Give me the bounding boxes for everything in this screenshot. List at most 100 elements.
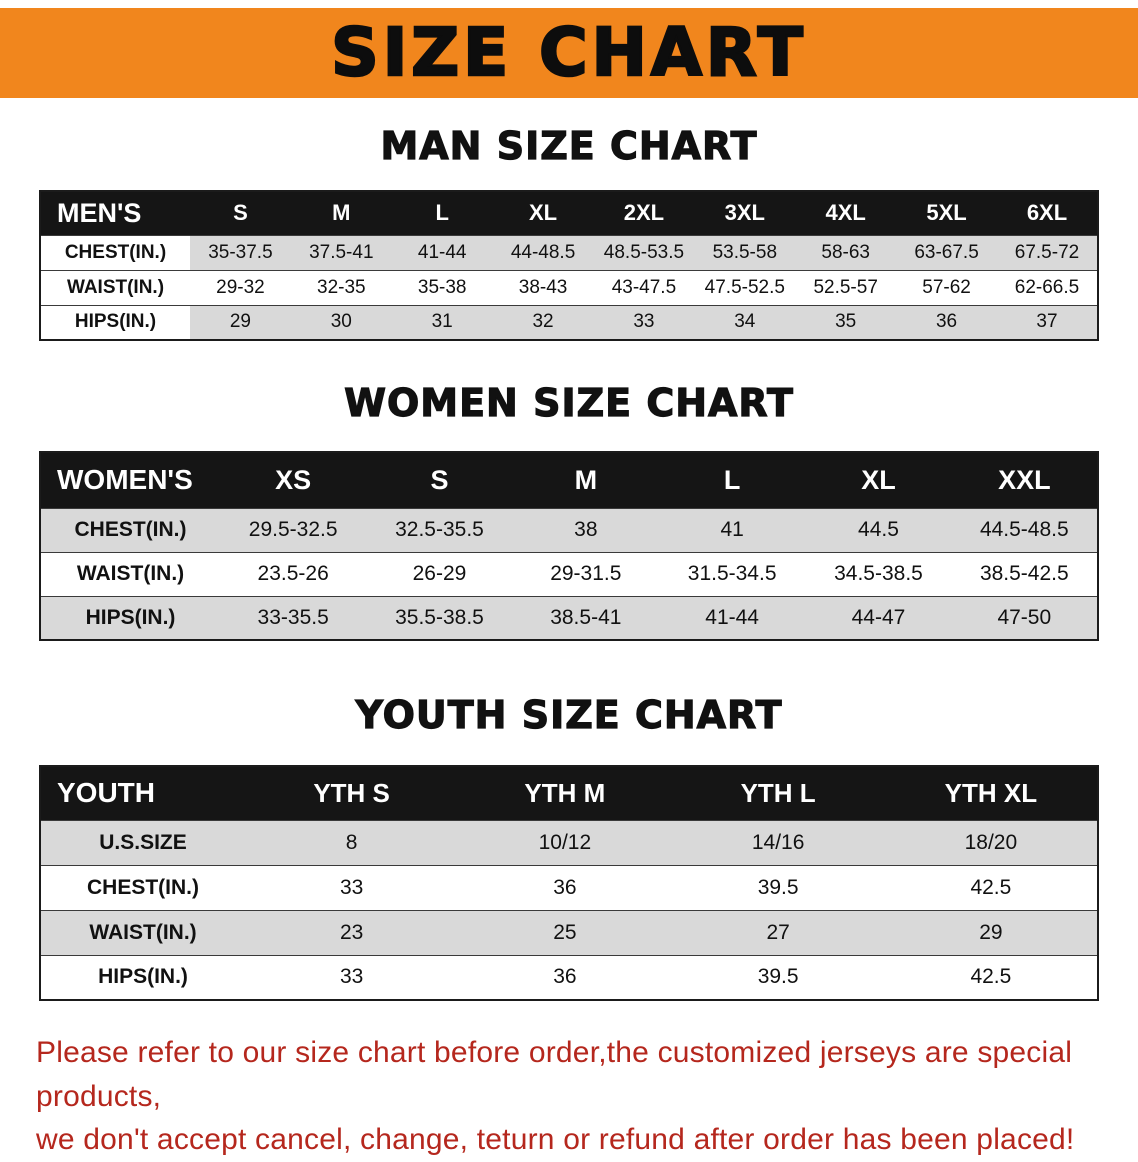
size-header-cell: 4XL [795,190,897,236]
note-line-2: we don't accept cancel, change, teturn o… [36,1123,1075,1156]
size-value-cell: 33 [593,304,695,341]
section-women: WOMEN SIZE CHART WOMEN'S XS S M L XL XXL CHEST(… [0,380,1138,641]
size-header-cell: YTH L [671,765,885,821]
table-title-cell: YOUTH [40,765,245,821]
size-value-cell: 26-29 [366,551,513,597]
row-label-cell: WAIST(IN.) [40,551,220,597]
size-value-cell: 44.5-48.5 [951,507,1098,553]
size-value-cell: 35.5-38.5 [366,595,513,641]
size-value-cell: 44.5 [805,507,952,553]
size-value-cell: 41 [658,507,806,553]
table-row: HIPS(IN.) 29 30 31 32 33 34 35 36 37 [40,304,1098,341]
size-header-cell: YTH M [458,765,672,821]
size-value-cell: 42.5 [884,864,1098,911]
row-label-cell: U.S.SIZE [40,819,245,866]
table-title-cell: WOMEN'S [40,451,220,509]
table-row: WAIST(IN.) 29-32 32-35 35-38 38-43 43-47.5 47.… [40,269,1098,306]
size-value-cell: 43-47.5 [593,269,695,306]
size-value-cell: 33-35.5 [220,595,367,641]
size-value-cell: 14/16 [671,819,885,866]
size-value-cell: 44-47 [805,595,952,641]
section-men: MAN SIZE CHART MEN'S S M L XL 2XL 3XL 4XL 5XL 6XL… [0,123,1138,341]
size-value-cell: 33 [245,864,459,911]
size-header-cell: XL [492,190,594,236]
table-row: HIPS(IN.) 33-35.5 35.5-38.5 38.5-41 41-44 44-… [40,595,1098,641]
size-header-cell: S [190,190,291,236]
size-value-cell: 29-31.5 [512,551,659,597]
size-value-cell: 29-32 [190,269,291,306]
size-value-cell: 31 [391,304,493,341]
size-value-cell: 32 [492,304,594,341]
men-size-table: MEN'S S M L XL 2XL 3XL 4XL 5XL 6XL CHEST(IN.) 35-37… [39,190,1099,341]
row-label-cell: HIPS(IN.) [40,595,220,641]
size-header-cell: XS [220,451,367,509]
table-title-cell: MEN'S [40,190,190,236]
men-section-heading: MAN SIZE CHART [380,123,758,168]
size-header-cell: YTH S [245,765,459,821]
size-header-cell: L [658,451,806,509]
size-header-cell: XL [805,451,952,509]
size-value-cell: 63-67.5 [896,234,997,271]
size-value-cell: 34 [694,304,796,341]
size-value-cell: 38 [512,507,659,553]
table-row: CHEST(IN.) 35-37.5 37.5-41 41-44 44-48.5 48.5… [40,234,1098,271]
size-header-cell: L [391,190,493,236]
size-value-cell: 37 [997,304,1098,341]
size-value-cell: 41-44 [658,595,806,641]
size-value-cell: 31.5-34.5 [658,551,806,597]
size-value-cell: 29 [884,909,1098,956]
size-value-cell: 30 [290,304,392,341]
size-value-cell: 32.5-35.5 [366,507,513,553]
size-value-cell: 47.5-52.5 [694,269,796,306]
banner-title: SIZE CHART [330,14,807,91]
youth-section-heading: YOUTH SIZE CHART [355,692,783,737]
size-header-cell: YTH XL [884,765,1098,821]
table-row: WAIST(IN.) 23 25 27 29 [40,909,1098,956]
women-section-heading: WOMEN SIZE CHART [343,380,794,425]
size-value-cell: 47-50 [951,595,1098,641]
size-header-cell: XXL [951,451,1098,509]
size-value-cell: 37.5-41 [290,234,392,271]
size-value-cell: 10/12 [458,819,672,866]
size-value-cell: 53.5-58 [694,234,796,271]
section-youth: YOUTH SIZE CHART YOUTH YTH S YTH M YTH L YTH… [0,692,1138,1001]
size-value-cell: 36 [458,954,672,1001]
header-row: YOUTH YTH S YTH M YTH L YTH XL [40,765,1098,821]
size-value-cell: 48.5-53.5 [593,234,695,271]
size-value-cell: 23.5-26 [220,551,367,597]
size-value-cell: 62-66.5 [997,269,1098,306]
size-value-cell: 35-38 [391,269,493,306]
row-label-cell: CHEST(IN.) [40,234,190,271]
row-label-cell: HIPS(IN.) [40,304,190,341]
size-value-cell: 36 [896,304,997,341]
women-size-table: WOMEN'S XS S M L XL XXL CHEST(IN.) 29.5-32.5 32.5… [39,451,1099,641]
size-value-cell: 29 [190,304,291,341]
youth-size-table: YOUTH YTH S YTH M YTH L YTH XL U.S.SIZE 8 10/12… [39,765,1099,1001]
size-value-cell: 35 [795,304,897,341]
size-value-cell: 39.5 [671,954,885,1001]
table-row: HIPS(IN.) 33 36 39.5 42.5 [40,954,1098,1001]
size-header-cell: 3XL [694,190,796,236]
order-policy-note: Please refer to our size chart before or… [36,1031,1116,1162]
size-value-cell: 25 [458,909,672,956]
size-value-cell: 39.5 [671,864,885,911]
size-value-cell: 36 [458,864,672,911]
row-label-cell: WAIST(IN.) [40,269,190,306]
size-header-cell: M [512,451,659,509]
size-header-cell: S [366,451,513,509]
row-label-cell: HIPS(IN.) [40,954,245,1001]
size-value-cell: 38.5-41 [512,595,659,641]
size-header-cell: 2XL [593,190,695,236]
table-row: CHEST(IN.) 29.5-32.5 32.5-35.5 38 41 44.5 44.5… [40,507,1098,553]
size-value-cell: 52.5-57 [795,269,897,306]
row-label-cell: CHEST(IN.) [40,864,245,911]
row-label-cell: CHEST(IN.) [40,507,220,553]
size-value-cell: 18/20 [884,819,1098,866]
table-row: WAIST(IN.) 23.5-26 26-29 29-31.5 31.5-34.5 34… [40,551,1098,597]
size-value-cell: 42.5 [884,954,1098,1001]
size-value-cell: 57-62 [896,269,997,306]
size-value-cell: 27 [671,909,885,956]
size-value-cell: 32-35 [290,269,392,306]
header-row: WOMEN'S XS S M L XL XXL [40,451,1098,509]
size-value-cell: 44-48.5 [492,234,594,271]
